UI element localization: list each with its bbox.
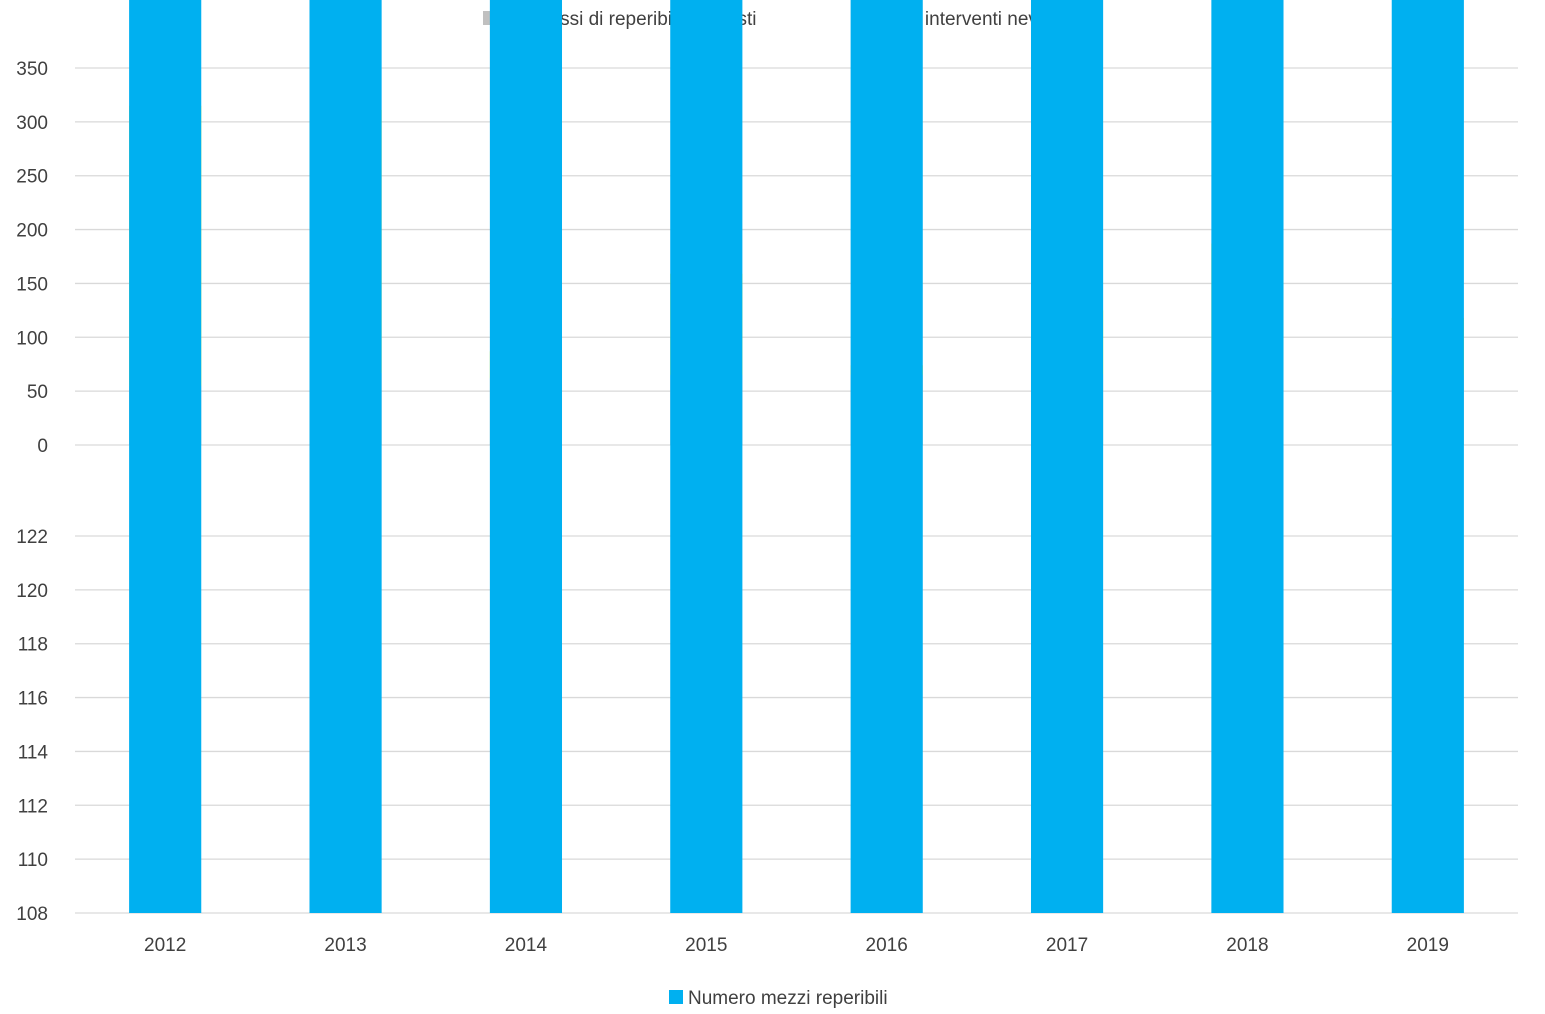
x-tick-label: 2012 [144, 935, 186, 956]
y-tick-label: 120 [16, 581, 48, 602]
bar-2012-series-0 [129, 0, 202, 913]
legend-label: Numero mezzi reperibili [688, 988, 888, 1009]
y-tick-label: 300 [16, 113, 48, 134]
x-tick-label: 2019 [1407, 935, 1449, 956]
x-tick-label: 2013 [324, 935, 366, 956]
y-tick-label: 114 [18, 742, 49, 763]
bar-2014-series-0 [489, 0, 563, 913]
y-tick-label: 116 [18, 689, 48, 710]
y-tick-label: 110 [18, 850, 48, 871]
bar-2017-series-0 [1030, 0, 1104, 913]
x-tick-label: 2017 [1046, 935, 1088, 956]
y-tick-label: 100 [16, 328, 48, 349]
bar-2019-series-0 [1391, 0, 1464, 913]
bar-2015-series-0 [670, 0, 743, 913]
y-tick-label: 350 [16, 59, 48, 80]
x-tick-label: 2014 [505, 935, 548, 956]
bar-2013-series-0 [309, 0, 382, 913]
legend-swatch [669, 990, 683, 1004]
y-tick-label: 200 [16, 221, 48, 242]
y-tick-label: 250 [16, 167, 48, 188]
y-tick-label: 118 [18, 635, 48, 656]
y-tick-label: 150 [16, 274, 48, 295]
y-tick-label: 122 [16, 527, 48, 548]
bar-2018-series-0 [1211, 0, 1284, 913]
x-tick-label: 2016 [866, 935, 908, 956]
y-tick-label: 50 [27, 382, 48, 403]
bar-2016-series-0 [850, 0, 923, 913]
y-tick-label: 0 [37, 436, 48, 457]
x-tick-label: 2015 [685, 935, 727, 956]
y-tick-label: 112 [18, 796, 48, 817]
y-tick-label: 108 [16, 904, 48, 925]
x-tick-label: 2018 [1226, 935, 1268, 956]
